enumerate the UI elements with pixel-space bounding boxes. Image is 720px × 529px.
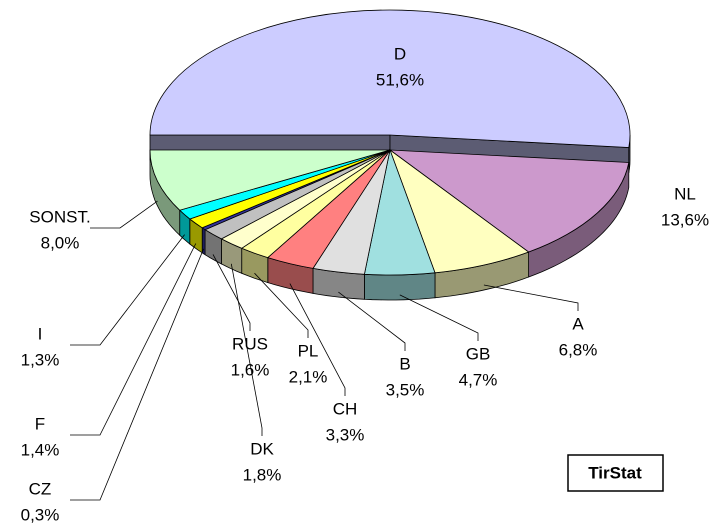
slice-value-label: 0,3% (21, 505, 60, 524)
slice-label: PL (298, 341, 319, 360)
slice-label: D (394, 44, 406, 63)
leader-line (90, 200, 158, 229)
slice-label: GB (466, 344, 491, 363)
labels: D 51,6% NL 13,6% A 6,8% GB 4,7% B 3,5% CH 3,3% PL 2,1… (21, 44, 709, 524)
slice (149, 9, 631, 148)
leader-line (483, 284, 579, 311)
slice-value-label: 8,0% (41, 233, 80, 252)
slice-side (364, 272, 436, 301)
slice-value-label: 13,6% (661, 210, 709, 229)
slice-value-label: 6,8% (559, 340, 598, 359)
slice-label: CH (333, 399, 358, 418)
slice-label: RUS (232, 334, 268, 353)
slice-value-label: 1,3% (21, 350, 60, 369)
pie-tops (149, 9, 631, 276)
slice-label: CZ (29, 479, 52, 498)
slice-label: SONST. (29, 207, 90, 226)
slice-value-label: 1,8% (243, 465, 282, 484)
leader-line (338, 291, 406, 351)
slice-value-label: 2,1% (289, 367, 328, 386)
watermark-box (567, 454, 664, 492)
slice-value-label: 3,5% (386, 380, 425, 399)
slice-value-label: 4,7% (459, 370, 498, 389)
slice-label: F (35, 414, 45, 433)
leader-line (70, 243, 197, 436)
slice-label: I (38, 324, 43, 343)
leader-line (230, 263, 263, 436)
slice-label: DK (250, 439, 274, 458)
slice-value-label: 1,6% (231, 360, 270, 379)
slice-value-label: 51,6% (376, 70, 424, 89)
watermark: TirStat (588, 463, 642, 482)
leader-line (254, 272, 309, 338)
slice-value-label: 3,3% (326, 425, 365, 444)
slice-label: NL (674, 184, 696, 203)
slice-label: A (572, 314, 584, 333)
leader-line (70, 248, 204, 501)
slice (388, 149, 630, 253)
leader-line (70, 234, 185, 346)
slice (149, 149, 391, 211)
slice-label: B (399, 354, 410, 373)
leader-line (212, 254, 251, 331)
leader-line (289, 283, 346, 396)
leader-line (399, 294, 479, 341)
slice-value-label: 1,4% (21, 440, 60, 459)
